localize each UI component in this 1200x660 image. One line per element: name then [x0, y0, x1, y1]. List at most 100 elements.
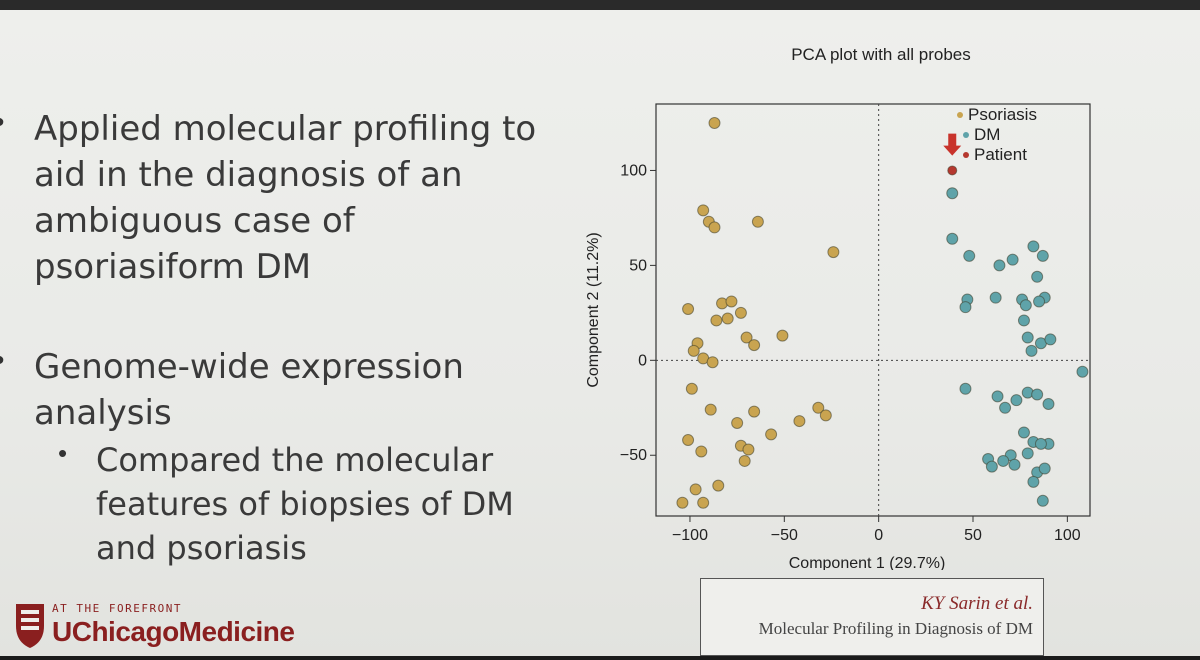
- point-psoriasis: [738, 454, 751, 467]
- legend-label-patient: Patient: [974, 145, 1027, 164]
- point-dm: [1036, 249, 1049, 262]
- point-dm: [1027, 475, 1040, 488]
- x-tick-label: 50: [964, 527, 982, 544]
- point-psoriasis: [695, 445, 708, 458]
- point-psoriasis: [812, 401, 825, 414]
- point-psoriasis: [676, 496, 689, 509]
- y-tick-label: 50: [629, 257, 647, 274]
- bullet-marker: •: [0, 344, 5, 378]
- point-dm: [959, 301, 972, 314]
- point-dm: [1038, 462, 1051, 475]
- x-tick-label: 0: [874, 527, 883, 544]
- point-dm: [989, 291, 1002, 304]
- top-edge: [0, 0, 1200, 10]
- sub-bullet-1: Compared the molecular features of biops…: [96, 441, 514, 567]
- point-psoriasis: [710, 314, 723, 327]
- y-axis-label: Component 2 (11.2%): [585, 232, 602, 387]
- logo-tagline: AT THE FOREFRONT: [52, 602, 182, 615]
- slide: • Applied molecular profiling to aid in …: [0, 10, 1200, 656]
- x-axis-label: Component 1 (29.7%): [789, 555, 946, 570]
- point-psoriasis: [708, 116, 721, 129]
- point-psoriasis: [708, 221, 721, 234]
- point-dm: [1034, 437, 1047, 450]
- point-dm: [1027, 240, 1040, 253]
- legend-label-dm: DM: [974, 125, 1000, 144]
- point-dm: [1017, 314, 1030, 327]
- point-dm: [1010, 394, 1023, 407]
- point-dm: [993, 259, 1006, 272]
- point-psoriasis: [689, 483, 702, 496]
- point-psoriasis: [712, 479, 725, 492]
- point-psoriasis: [748, 339, 761, 352]
- point-psoriasis: [776, 329, 789, 342]
- point-psoriasis: [721, 312, 734, 325]
- point-psoriasis: [682, 434, 695, 447]
- point-dm: [946, 187, 959, 200]
- x-tick-label: −50: [771, 527, 798, 544]
- point-psoriasis: [706, 356, 719, 369]
- point-psoriasis: [687, 344, 700, 357]
- citation-box: KY Sarin et al. Molecular Profiling in D…: [700, 578, 1044, 656]
- point-dm: [959, 382, 972, 395]
- point-psoriasis: [682, 303, 695, 316]
- point-psoriasis: [725, 295, 738, 308]
- point-psoriasis: [827, 246, 840, 259]
- bullet-1: Applied molecular profiling to aid in th…: [34, 109, 537, 287]
- legend-label-psoriasis: Psoriasis: [968, 105, 1037, 124]
- point-psoriasis: [740, 331, 753, 344]
- point-psoriasis: [734, 306, 747, 319]
- point-psoriasis: [793, 415, 806, 428]
- uchicago-medicine-logo: AT THE FOREFRONT UChicagoMedicine: [14, 600, 354, 660]
- point-dm: [1021, 447, 1034, 460]
- point-psoriasis: [819, 409, 832, 422]
- bullet-2: Genome-wide expression analysis: [34, 347, 464, 433]
- point-dm: [1042, 397, 1055, 410]
- pca-scatter-chart: −100 −50 0 50 100 100 50 0 −50 PCA plot with all …: [585, 45, 1091, 570]
- point-dm: [1031, 270, 1044, 283]
- patient-arrow: [943, 133, 962, 156]
- x-tick-label: −100: [672, 527, 708, 544]
- y-tick-label: 100: [620, 162, 647, 179]
- y-tick-label: 0: [638, 352, 647, 369]
- point-psoriasis: [704, 403, 717, 416]
- plot-frame: [655, 103, 1091, 517]
- point-patient: [947, 165, 958, 176]
- point-psoriasis: [697, 496, 710, 509]
- sub-bullet-marker: •: [58, 438, 68, 468]
- point-dm: [1006, 253, 1019, 266]
- point-psoriasis: [731, 416, 744, 429]
- point-psoriasis: [742, 443, 755, 456]
- point-dm: [1019, 299, 1032, 312]
- point-psoriasis: [751, 215, 764, 228]
- citation-title: Molecular Profiling in Diagnosis of DM: [758, 619, 1033, 638]
- point-dm: [985, 460, 998, 473]
- point-dm: [991, 390, 1004, 403]
- y-tick-label: −50: [620, 447, 647, 464]
- citation-author: KY Sarin et al.: [921, 593, 1033, 614]
- x-tick-label: 100: [1054, 527, 1081, 544]
- point-dm: [963, 249, 976, 262]
- point-dm: [1017, 426, 1030, 439]
- point-psoriasis: [748, 405, 761, 418]
- legend-marker-dm: [963, 132, 969, 138]
- point-dm: [1025, 344, 1038, 357]
- point-dm: [1008, 458, 1021, 471]
- point-dm: [997, 454, 1010, 467]
- point-psoriasis: [765, 428, 778, 441]
- point-dm: [999, 401, 1012, 414]
- chart-title: PCA plot with all probes: [791, 45, 971, 64]
- logo-name: UChicagoMedicine: [52, 616, 295, 647]
- point-psoriasis: [697, 204, 710, 217]
- point-dm: [1031, 388, 1044, 401]
- legend-marker-psoriasis: [957, 112, 963, 118]
- point-dm: [1021, 331, 1034, 344]
- point-dm: [1044, 333, 1057, 346]
- bullet-marker: •: [0, 106, 5, 140]
- point-psoriasis: [685, 382, 698, 395]
- point-dm: [1036, 494, 1049, 507]
- legend-marker-patient: [963, 152, 969, 158]
- shield-icon: [16, 604, 44, 648]
- point-dm: [946, 232, 959, 245]
- point-dm: [1076, 365, 1089, 378]
- point-dm: [1033, 295, 1046, 308]
